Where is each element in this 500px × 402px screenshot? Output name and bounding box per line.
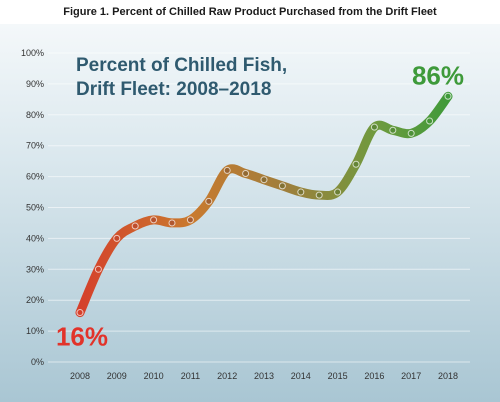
- data-point: [223, 166, 231, 174]
- grid: [48, 52, 470, 363]
- x-tick-label: 2012: [217, 371, 237, 381]
- chart: 0%10%20%30%40%50%60%70%80%90%100% 2008 20…: [0, 24, 500, 402]
- y-tick-label: 80%: [26, 110, 44, 120]
- x-tick-label: 2016: [364, 371, 384, 381]
- y-tick-label: 20%: [26, 295, 44, 305]
- y-tick-label: 10%: [26, 326, 44, 336]
- end-value-label: 86%: [412, 60, 464, 90]
- data-point: [297, 188, 305, 196]
- x-tick-label: 2013: [254, 371, 274, 381]
- data-point: [76, 309, 84, 317]
- data-point: [168, 219, 176, 227]
- y-tick-label: 90%: [26, 79, 44, 89]
- data-point: [334, 188, 342, 196]
- y-axis: 0% 10% 20% 30% 40% 50% 60% 70% 80% 90% 100%: [21, 48, 44, 367]
- figure-caption: Figure 1. Percent of Chilled Raw Product…: [63, 6, 437, 18]
- chart-background: [0, 24, 500, 402]
- data-point: [444, 92, 452, 100]
- y-tick-label: 0%: [31, 357, 44, 367]
- x-tick-label: 2009: [107, 371, 127, 381]
- data-point: [426, 117, 434, 125]
- data-point: [260, 176, 268, 184]
- x-tick-label: 2011: [181, 371, 200, 381]
- chart-title-line-2: Drift Fleet: 2008–2018: [76, 79, 271, 100]
- x-tick-label: 2018: [438, 371, 458, 381]
- data-point: [150, 216, 158, 224]
- y-tick-label: 50%: [26, 203, 44, 213]
- data-point: [389, 126, 397, 134]
- data-point: [186, 216, 194, 224]
- data-point: [131, 222, 139, 230]
- x-tick-label: 2008: [70, 371, 90, 381]
- data-point: [407, 129, 415, 137]
- x-tick-label: 2010: [144, 371, 164, 381]
- start-value-label: 16%: [56, 322, 108, 352]
- x-axis: 2008 2009 2010 2011 2012 2013 2014 2015 2016 2017…: [70, 371, 458, 381]
- data-point: [370, 123, 378, 131]
- x-tick-label: 2015: [328, 371, 348, 381]
- y-tick-label: 100%: [21, 48, 44, 58]
- data-points: [76, 92, 452, 317]
- data-point: [352, 160, 360, 168]
- data-point: [205, 197, 213, 205]
- data-point: [315, 191, 323, 199]
- data-point: [113, 234, 121, 242]
- y-tick-label: 30%: [26, 264, 44, 274]
- x-tick-label: 2017: [401, 371, 421, 381]
- data-point: [242, 170, 250, 178]
- y-tick-label: 40%: [26, 233, 44, 243]
- y-tick-label: 60%: [26, 172, 44, 182]
- x-tick-label: 2014: [291, 371, 311, 381]
- data-point: [94, 265, 102, 273]
- y-tick-label: 70%: [26, 141, 44, 151]
- chart-title-line-1: Percent of Chilled Fish,: [76, 55, 287, 76]
- data-point: [278, 182, 286, 190]
